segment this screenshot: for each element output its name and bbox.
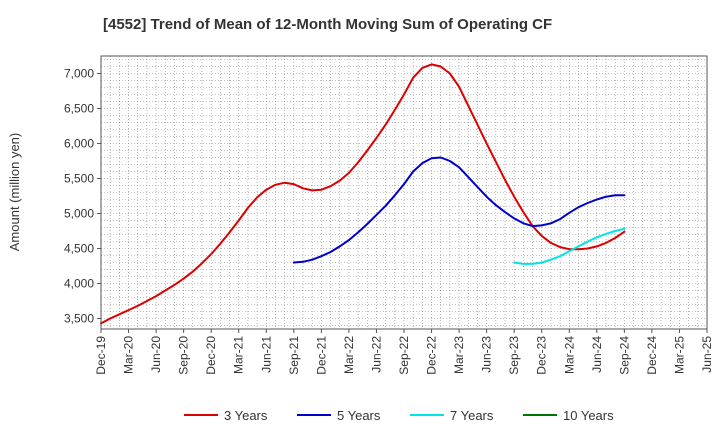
- legend-label-10-years: 10 Years: [563, 408, 614, 423]
- series-lines: [100, 63, 626, 325]
- x-tick-label: Jun-25: [700, 336, 714, 373]
- x-tick-label: Dec-19: [94, 336, 108, 375]
- x-tick-label: Jun-22: [369, 336, 383, 373]
- series-line-5-years: [292, 156, 626, 264]
- y-tick-label: 7,000: [64, 67, 94, 81]
- x-tick-label: Sep-21: [287, 336, 301, 375]
- x-tick-label: Jun-24: [590, 336, 604, 373]
- x-tick-label: Dec-21: [314, 336, 328, 375]
- series-line-3-years: [100, 63, 626, 325]
- y-tick-label: 4,000: [64, 277, 94, 291]
- x-tick-label: Jun-21: [259, 336, 273, 373]
- x-tick-label: Mar-25: [672, 336, 686, 374]
- x-tick-label: Sep-24: [617, 336, 631, 375]
- y-tick-label: 5,000: [64, 207, 94, 221]
- x-axis-ticks: Dec-19 Mar-20 Jun-20 Sep-20 Dec-20 Mar-21 Jun-…: [94, 329, 714, 375]
- x-tick-label: Mar-21: [232, 336, 246, 374]
- x-tick-label: Dec-20: [204, 336, 218, 375]
- y-tick-label: 6,000: [64, 137, 94, 151]
- x-tick-label: Mar-22: [342, 336, 356, 374]
- chart-title: [4552] Trend of Mean of 12-Month Moving …: [103, 16, 552, 33]
- x-tick-label: Jun-20: [149, 336, 163, 373]
- legend: 3 Years 5 Years 7 Years 10 Years: [184, 408, 614, 423]
- x-tick-label: Sep-23: [507, 336, 521, 375]
- legend-label-7-years: 7 Years: [450, 408, 494, 423]
- x-tick-label: Sep-20: [177, 336, 191, 375]
- x-tick-label: Mar-24: [562, 336, 576, 374]
- y-tick-label: 3,500: [64, 312, 94, 326]
- x-tick-label: Mar-20: [122, 336, 136, 374]
- x-tick-label: Dec-22: [425, 336, 439, 375]
- legend-label-3-years: 3 Years: [224, 408, 268, 423]
- legend-label-5-years: 5 Years: [337, 408, 381, 423]
- x-tick-label: Sep-22: [397, 336, 411, 375]
- y-axis-ticks: 3,500 4,000 4,500 5,000 5,500 6,000 6,500 7,000: [64, 67, 101, 326]
- y-tick-label: 4,500: [64, 242, 94, 256]
- series-line-7-years: [513, 227, 626, 265]
- y-axis-label: Amount (million yen): [7, 133, 22, 252]
- x-tick-label: Jun-23: [480, 336, 494, 373]
- y-tick-label: 5,500: [64, 172, 94, 186]
- y-tick-label: 6,500: [64, 102, 94, 116]
- x-tick-label: Dec-24: [645, 336, 659, 375]
- x-tick-label: Mar-23: [452, 336, 466, 374]
- x-tick-label: Dec-23: [535, 336, 549, 375]
